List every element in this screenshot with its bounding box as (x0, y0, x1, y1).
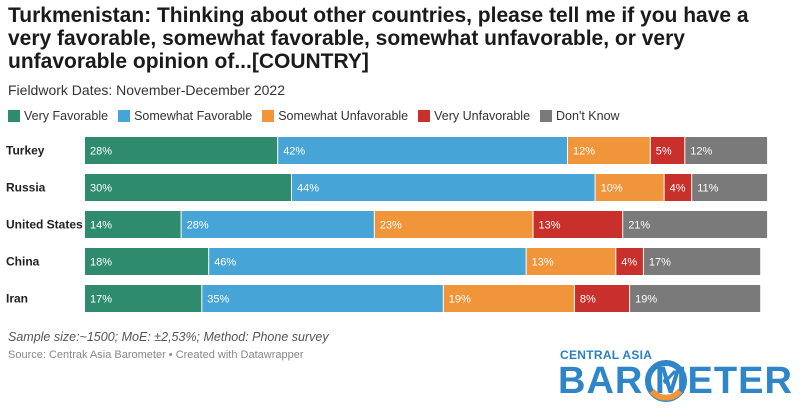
bar-segment (278, 137, 567, 164)
bar-segment (650, 137, 685, 164)
legend-label: Somewhat Favorable (134, 109, 253, 123)
data-label: 21% (628, 220, 650, 232)
data-label: 19% (635, 294, 657, 306)
bar-segment (685, 137, 768, 164)
data-label: 13% (532, 257, 554, 269)
data-label: 12% (690, 146, 712, 158)
data-label: 28% (187, 220, 209, 232)
bar-segment (692, 174, 768, 201)
legend-swatch (262, 110, 275, 122)
data-label: 44% (297, 183, 319, 195)
legend-label: Somewhat Unfavorable (278, 109, 409, 123)
bar-segment (623, 211, 768, 238)
category-label: Russia (6, 181, 46, 195)
category-label: United States (6, 218, 83, 232)
bar-segment (616, 248, 643, 275)
data-label: 8% (580, 294, 596, 306)
data-label: 17% (90, 294, 112, 306)
bar-segment (568, 137, 650, 164)
data-label: 4% (621, 257, 637, 269)
data-label: 11% (697, 183, 718, 195)
data-label: 4% (670, 183, 686, 195)
legend-swatch (118, 110, 131, 122)
data-label: 28% (90, 146, 112, 158)
data-label: 19% (449, 294, 471, 306)
legend-item: Don't Know (540, 109, 620, 123)
legend-label: Very Unfavorable (434, 109, 531, 123)
bar-segment (443, 285, 574, 312)
data-label: 5% (656, 146, 672, 158)
chart-subtitle: Fieldwork Dates: November-December 2022 (8, 82, 285, 98)
legend-label: Very Favorable (24, 109, 109, 123)
data-label: 23% (380, 220, 402, 232)
category-label: Iran (6, 292, 28, 306)
logo-top-text: CENTRAL ASIA (560, 348, 653, 362)
bar-segment (595, 174, 664, 201)
legend-item: Very Favorable (8, 109, 108, 123)
bar-segment (374, 211, 533, 238)
stacked-bar-chart: Turkey 28% 42% 12% 5% 12% Russia 30% 44% 10% 4% 11%… (6, 137, 768, 312)
data-label: 14% (90, 220, 112, 232)
bar-segment (664, 174, 692, 201)
data-label: 17% (649, 257, 671, 269)
bar-segment (574, 285, 630, 312)
bar-segment (181, 211, 374, 238)
category-label: China (6, 255, 40, 269)
legend-swatch (418, 110, 431, 122)
bar-segment (209, 248, 526, 275)
data-label: 13% (539, 220, 561, 232)
survey-note: Sample size:~1500; MoE: ±2,53%; Method: … (8, 330, 329, 344)
legend-swatch (540, 110, 553, 122)
legend-item: Somewhat Favorable (118, 109, 252, 123)
bar-segment (85, 211, 181, 238)
data-label: 42% (283, 146, 305, 158)
source-credit: Source: Centrak Asia Barometer • Created… (8, 349, 304, 361)
bar-segment (85, 285, 202, 312)
data-label: 12% (573, 146, 595, 158)
category-label: Turkey (6, 144, 45, 158)
bar-segment (85, 174, 291, 201)
legend: Very Favorable Somewhat Favorable Somewhat… (8, 109, 620, 123)
bar-segment (85, 248, 209, 275)
bar-segment (526, 248, 616, 275)
legend-item: Very Unfavorable (418, 109, 530, 123)
data-label: 30% (90, 183, 112, 195)
legend-swatch (8, 110, 20, 122)
bar-segment (202, 285, 443, 312)
bar-segment (643, 248, 761, 275)
bar-segment (292, 174, 595, 201)
central-asia-barometer-logo: CENTRAL ASIA BAR METER (552, 348, 798, 406)
bar-segment (533, 211, 623, 238)
bar-segment (85, 137, 278, 164)
chart-title: Turkmenistan: Thinking about other count… (8, 4, 749, 73)
bar-segment (630, 285, 761, 312)
data-label: 10% (601, 183, 623, 195)
data-label: 35% (207, 294, 229, 306)
data-label: 18% (90, 257, 112, 269)
data-label: 46% (214, 257, 236, 269)
legend-item: Somewhat Unfavorable (262, 109, 408, 123)
gauge-icon (645, 360, 687, 402)
legend-label: Don't Know (556, 109, 620, 123)
